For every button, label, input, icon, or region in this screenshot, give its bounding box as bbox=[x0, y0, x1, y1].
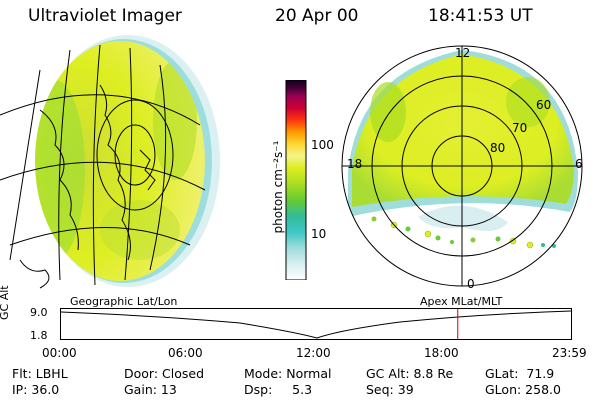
timeline-tick-1200: 12:00 bbox=[296, 346, 331, 360]
glat-info: GLat: 71.9 bbox=[485, 366, 555, 381]
left-panel-label: Geographic Lat/Lon bbox=[70, 295, 178, 308]
colorbar-unit-label: photon cm⁻²s⁻¹ bbox=[271, 140, 285, 234]
coastlines bbox=[19, 84, 156, 289]
dsp-info: Dsp: 5.3 bbox=[244, 382, 313, 397]
mode-info: Mode: Normal bbox=[244, 366, 332, 381]
timeline-y-axis-label: GC Alt bbox=[0, 285, 11, 320]
ip-info: IP: 36.0 bbox=[12, 382, 60, 397]
altitude-curve bbox=[60, 310, 572, 339]
date-label: 20 Apr 00 bbox=[275, 6, 359, 26]
colorbar-tick-10: 10 bbox=[311, 227, 327, 241]
timeline-y-top: 9.0 bbox=[30, 306, 48, 319]
gain-info: Gain: 13 bbox=[124, 382, 177, 397]
time-label: 18:41:53 UT bbox=[428, 6, 533, 26]
gc-alt-info: GC Alt: 8.8 Re bbox=[366, 366, 454, 381]
colorbar bbox=[285, 80, 307, 280]
aurora-spots bbox=[371, 216, 556, 249]
cusp-gap bbox=[418, 205, 508, 231]
mlt-12-label: 12 bbox=[455, 46, 471, 60]
mlat-60-label: 60 bbox=[536, 98, 552, 112]
timeline-tick-1800: 18:00 bbox=[424, 346, 459, 360]
seq-info: Seq: 39 bbox=[366, 382, 414, 397]
timeline-y-bottom: 1.8 bbox=[30, 329, 48, 342]
colorbar-tick-100: 100 bbox=[311, 138, 334, 152]
polar-grid bbox=[341, 45, 583, 287]
mlt-6-label: 6 bbox=[575, 157, 583, 171]
glon-info: GLon: 258.0 bbox=[485, 382, 561, 397]
mlt-18-label: 18 bbox=[347, 157, 363, 171]
timeline-tick-0600: 06:00 bbox=[168, 346, 203, 360]
right-panel-label: Apex MLat/MLT bbox=[420, 295, 503, 308]
geographic-aurora-image bbox=[0, 35, 220, 289]
instrument-title: Ultraviolet Imager bbox=[28, 6, 182, 26]
door-info: Door: Closed bbox=[124, 366, 205, 381]
timeline-tick-2359: 23:59 bbox=[552, 346, 587, 360]
lat-lon-grid bbox=[0, 44, 206, 286]
filter-info: Flt: LBHL bbox=[12, 366, 68, 381]
mlat-mlt-polar-plot bbox=[341, 45, 583, 287]
altitude-timeline bbox=[60, 308, 572, 340]
mlat-70-label: 70 bbox=[512, 121, 528, 135]
timeline-tick-0000: 00:00 bbox=[42, 346, 77, 360]
mlat-80-label: 80 bbox=[490, 141, 506, 155]
mlt-0-label: 0 bbox=[467, 277, 475, 291]
